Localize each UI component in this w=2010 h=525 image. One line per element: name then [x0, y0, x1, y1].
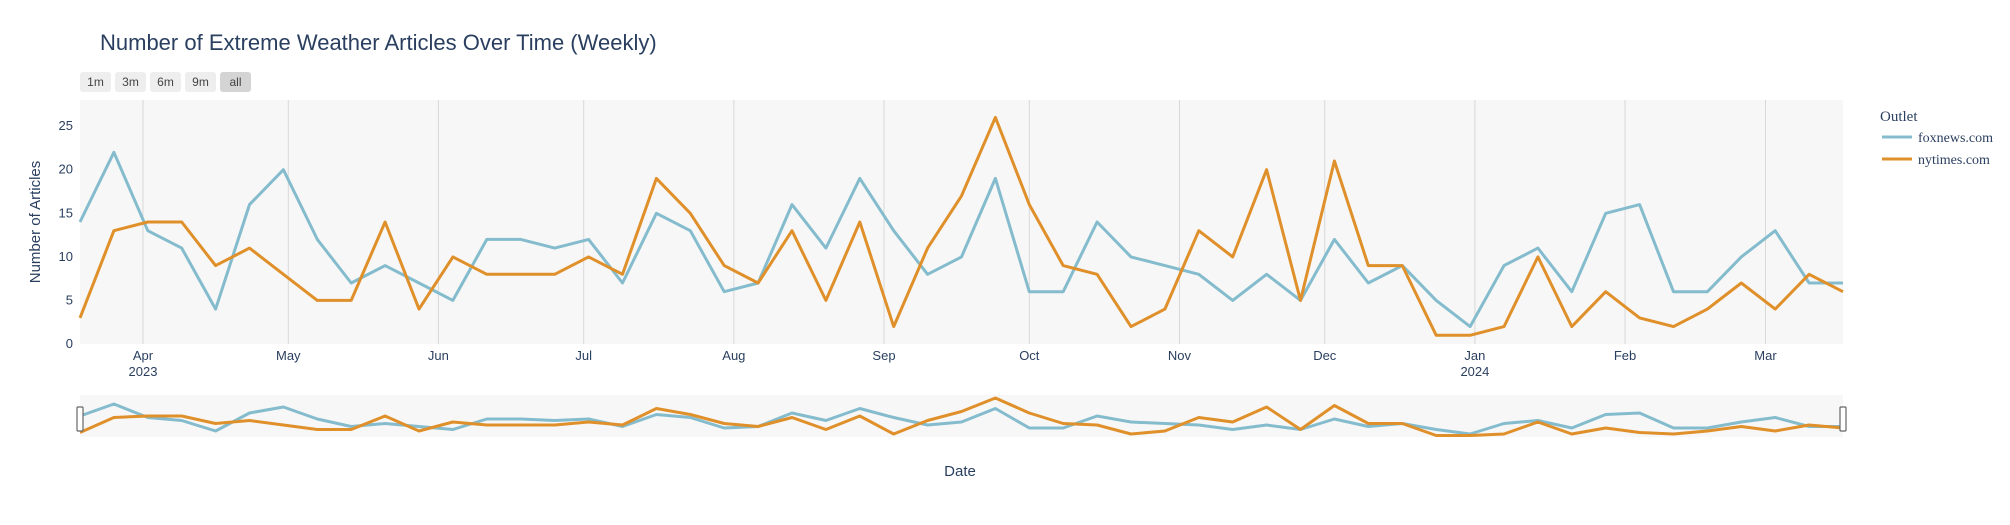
- range-slider-right-handle[interactable]: [1839, 406, 1847, 432]
- y-tick-label: 20: [59, 162, 73, 177]
- range-button-bg: [150, 72, 181, 92]
- legend-title: Outlet: [1880, 109, 1918, 125]
- legend-label: foxnews.com: [1918, 131, 1993, 146]
- range-button-label: all: [229, 75, 241, 89]
- y-tick-label: 5: [66, 292, 73, 307]
- x-tick-label: Apr: [133, 348, 154, 363]
- range-slider-left-handle[interactable]: [76, 406, 84, 432]
- range-button-bg: [115, 72, 146, 92]
- range-button-bg: [185, 72, 216, 92]
- x-tick-label: Sep: [872, 348, 895, 363]
- x-tick-label: Dec: [1313, 348, 1337, 363]
- range-slider[interactable]: [76, 395, 1847, 437]
- y-tick-label: 0: [66, 336, 73, 351]
- x-tick-label: Aug: [722, 348, 745, 363]
- series-line-nytimes-com: [78, 115, 1844, 337]
- legend-item[interactable]: foxnews.com: [1882, 131, 1993, 146]
- range-button-label: 9m: [192, 75, 209, 89]
- y-axis: 0 5 10 15 20 25: [59, 118, 73, 351]
- range-slider-line: [79, 402, 1843, 436]
- series-lines: [78, 115, 1844, 337]
- x-tick-label: Jan: [1464, 348, 1485, 363]
- x-tick-label: Mar: [1754, 348, 1777, 363]
- range-button-1m[interactable]: 1m: [80, 72, 111, 92]
- range-button-3m[interactable]: 3m: [115, 72, 146, 92]
- y-tick-label: 15: [59, 205, 73, 220]
- range-button-label: 6m: [157, 75, 174, 89]
- range-slider-line: [79, 396, 1844, 437]
- chart-title: Number of Extreme Weather Articles Over …: [100, 30, 657, 55]
- range-button-9m[interactable]: 9m: [185, 72, 216, 92]
- x-tick-label: Nov: [1168, 348, 1192, 363]
- gridlines: [142, 100, 1767, 344]
- y-tick-label: 10: [59, 249, 73, 264]
- x-tick-label: Jun: [428, 348, 449, 363]
- x-axis-title: Date: [944, 463, 976, 480]
- x-tick-label: Oct: [1019, 348, 1040, 363]
- legend-item[interactable]: nytimes.com: [1882, 153, 1990, 168]
- x-tick-label: Jul: [575, 348, 592, 363]
- x-tick-year: 2024: [1460, 364, 1489, 379]
- range-selector: 1m 3m 6m 9m all: [80, 72, 251, 92]
- series-line-foxnews-com: [78, 150, 1843, 329]
- range-button-label: 1m: [87, 75, 104, 89]
- legend-label: nytimes.com: [1918, 153, 1990, 168]
- range-button-all[interactable]: all: [220, 72, 251, 92]
- range-slider-background: [80, 395, 1843, 437]
- range-button-label: 3m: [122, 75, 139, 89]
- range-button-6m[interactable]: 6m: [150, 72, 181, 92]
- plot-area: [80, 100, 1843, 344]
- range-button-bg: [80, 72, 111, 92]
- x-tick-year: 2023: [129, 364, 158, 379]
- x-tick-label: May: [276, 348, 301, 363]
- range-button-bg: [220, 72, 251, 92]
- y-tick-label: 25: [59, 118, 73, 133]
- y-axis-title: Number of Articles: [27, 161, 44, 284]
- x-tick-label: Feb: [1614, 348, 1636, 363]
